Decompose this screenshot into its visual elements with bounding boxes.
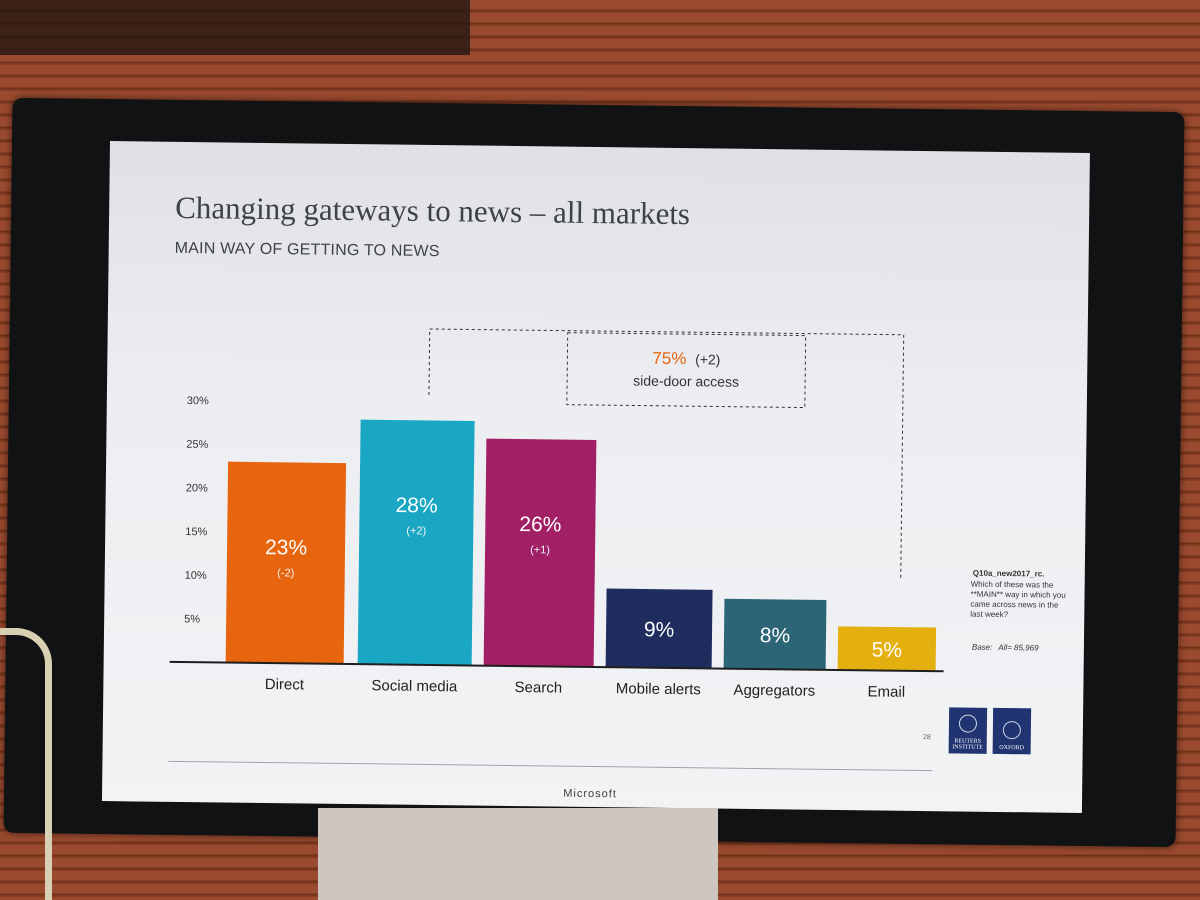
category-label: Mobile alerts bbox=[616, 680, 701, 698]
footnote-question: Which of these was the **MAIN** way in w… bbox=[970, 579, 1066, 620]
category-label: Email bbox=[867, 683, 905, 700]
wall-shadow bbox=[0, 0, 470, 55]
bar-value-label: 8% bbox=[760, 624, 791, 647]
bracket-line bbox=[428, 328, 905, 581]
footnote-base-label: Base: bbox=[972, 643, 993, 652]
presentation-screen: Changing gateways to news – all markets … bbox=[101, 141, 1090, 813]
footnote-base: Base: All= 85,969 bbox=[972, 643, 1039, 653]
side-door-label: side-door access bbox=[633, 372, 739, 389]
side-door-bracket bbox=[428, 328, 905, 581]
category-label: Aggregators bbox=[733, 682, 815, 700]
footnote: Q10a_new2017_rc. Which of these was the … bbox=[970, 569, 1066, 653]
footnote-base-value: All= 85,969 bbox=[997, 643, 1039, 653]
logos: REUTERS INSTITUTE OXFORD bbox=[948, 707, 1032, 755]
side-door-value: 75% (+2) bbox=[652, 349, 720, 369]
oxford-logo-text: OXFORD bbox=[999, 744, 1025, 752]
lectern-lamp bbox=[0, 628, 60, 900]
bar bbox=[357, 419, 475, 666]
monitor: Changing gateways to news – all markets … bbox=[3, 97, 1185, 848]
y-tick-label: 30% bbox=[187, 395, 209, 407]
bar-value-label: 9% bbox=[644, 618, 675, 641]
reuters-crest-icon bbox=[958, 714, 978, 733]
reuters-logo-text: REUTERS INSTITUTE bbox=[952, 738, 984, 751]
bar-value-label: 5% bbox=[872, 639, 903, 662]
side-door-change: (+2) bbox=[695, 351, 720, 367]
y-tick-label: 25% bbox=[186, 439, 208, 451]
oxford-logo: OXFORD bbox=[992, 707, 1032, 755]
category-label: Search bbox=[514, 679, 562, 697]
bar bbox=[723, 598, 827, 670]
bar-change-label: (+2) bbox=[406, 525, 426, 537]
bar bbox=[837, 626, 937, 672]
bar bbox=[483, 438, 597, 668]
category-label: Social media bbox=[371, 677, 458, 695]
bar-change-label: (+1) bbox=[530, 544, 550, 556]
oxford-crest-icon bbox=[1002, 721, 1021, 740]
side-door-box bbox=[566, 332, 807, 409]
category-label: Direct bbox=[265, 676, 305, 693]
monitor-stand bbox=[318, 808, 718, 900]
bar-value-label: 28% bbox=[395, 494, 437, 518]
y-tick-label: 20% bbox=[186, 482, 208, 494]
bar-value-label: 23% bbox=[265, 536, 307, 560]
reuters-institute-logo: REUTERS INSTITUTE bbox=[948, 707, 988, 754]
y-tick-label: 10% bbox=[185, 570, 207, 582]
side-door-percent: 75% bbox=[652, 349, 686, 368]
footnote-code: Q10a_new2017_rc. bbox=[973, 569, 1045, 579]
bar bbox=[225, 461, 347, 664]
bar-chart: 5% 10% 15% 20% 25% 30% 23% (-2) 28% (+2) 26% (+1) 9… bbox=[169, 328, 1066, 701]
x-axis-baseline bbox=[169, 660, 944, 673]
bar-value-label: 26% bbox=[519, 513, 561, 537]
bar-change-label: (-2) bbox=[277, 567, 294, 579]
bars: 23% (-2) 28% (+2) 26% (+1) 9% 8% 5% bbox=[225, 419, 937, 672]
y-axis: 5% 10% 15% 20% 25% 30% bbox=[184, 395, 209, 626]
bar bbox=[605, 588, 713, 669]
y-tick-label: 15% bbox=[185, 526, 207, 538]
y-tick-label: 5% bbox=[184, 613, 200, 625]
page-number: 28 bbox=[922, 734, 931, 742]
x-axis-labels: Direct Social media Search Mobile alerts Agg… bbox=[265, 676, 906, 701]
